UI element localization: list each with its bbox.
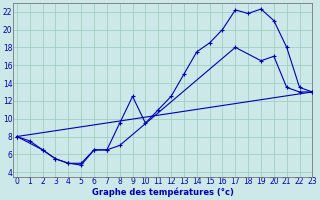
X-axis label: Graphe des températures (°c): Graphe des températures (°c) [92, 188, 234, 197]
